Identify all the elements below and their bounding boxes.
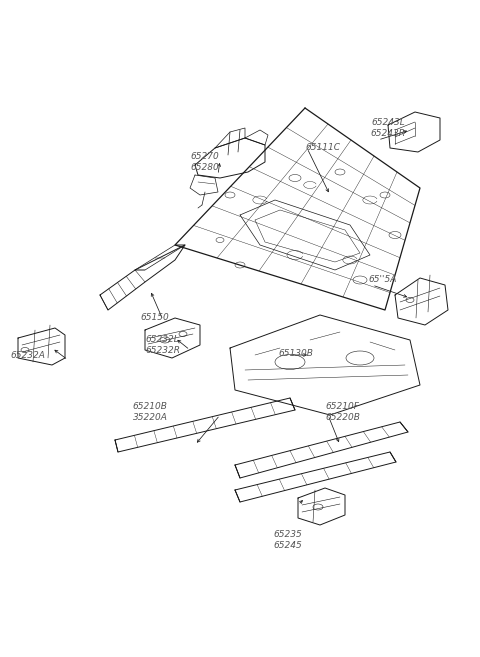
Text: 65210F
65220B: 65210F 65220B xyxy=(325,402,360,422)
Text: 65150: 65150 xyxy=(141,313,169,323)
Text: 65210B
35220A: 65210B 35220A xyxy=(132,402,168,422)
Text: 65235
65245: 65235 65245 xyxy=(274,530,302,550)
Text: 65232L
65232R: 65232L 65232R xyxy=(145,335,180,355)
Text: 65''5A: 65''5A xyxy=(368,275,396,284)
Text: 65270
65280: 65270 65280 xyxy=(191,152,219,171)
Text: 65130B: 65130B xyxy=(278,348,313,357)
Text: 65111C: 65111C xyxy=(305,143,340,152)
Text: 65232A: 65232A xyxy=(11,350,46,359)
Text: 65243L
65243R: 65243L 65243R xyxy=(371,118,406,138)
